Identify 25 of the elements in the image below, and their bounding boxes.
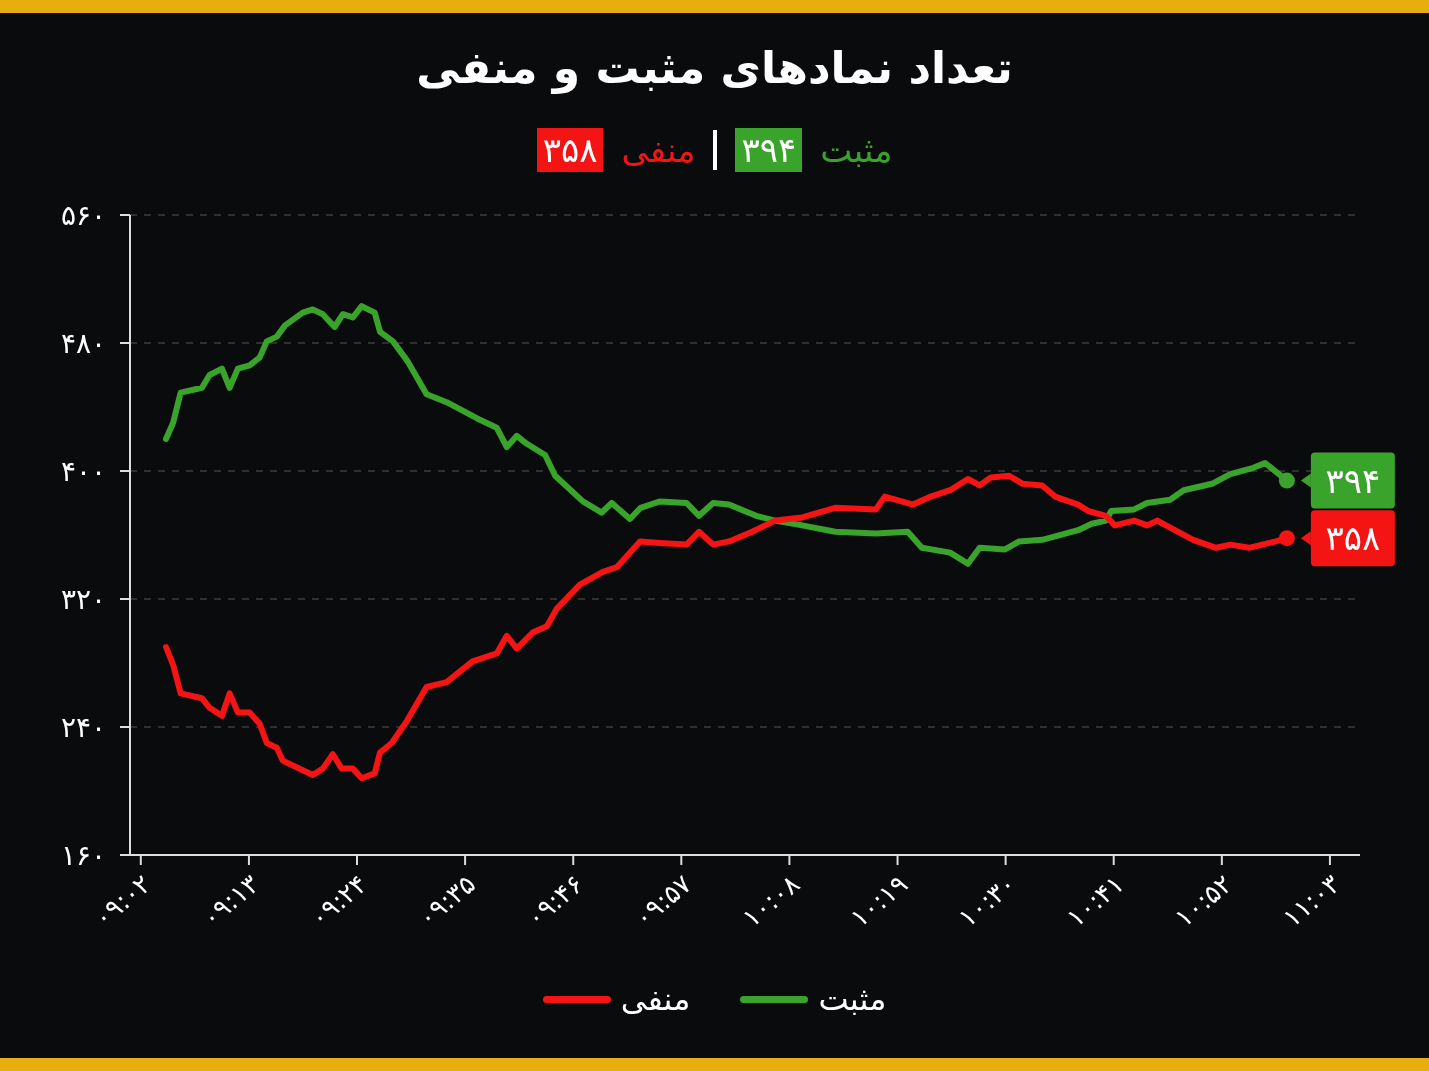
y-tick-label: ۲۴۰ — [60, 711, 106, 744]
data-label: ۳۹۴ — [1325, 460, 1381, 501]
x-tick-label: ۱۰:۱۹ — [844, 868, 914, 934]
y-tick-label: ۴۰۰ — [60, 455, 106, 488]
x-tick-label: ۰۹:۳۵ — [412, 868, 481, 934]
text: منفی — [621, 130, 696, 170]
chart-title: تعداد نمادهای مثبت و منفی — [415, 42, 1014, 93]
y-tick-label: ۳۲۰ — [60, 583, 106, 616]
x-tick-label: ۰۹:۱۳ — [196, 868, 265, 934]
text: ۳۹۴ — [741, 130, 797, 170]
y-tick-label: ۴۸۰ — [60, 327, 106, 360]
x-tick-label: ۰۹:۲۴ — [304, 868, 373, 934]
x-tick-label: ۰۹:۵۷ — [628, 868, 698, 934]
legend-label: منفی — [620, 980, 691, 1018]
text: مثبت — [818, 980, 887, 1018]
x-tick-label: ۰۹:۴۶ — [520, 868, 590, 934]
x-tick-label: ۱۰:۵۲ — [1168, 868, 1238, 934]
legend-label: مثبت — [820, 130, 893, 170]
x-tick-label: ۱۰:۳۰ — [952, 868, 1022, 934]
x-tick-label: ۱۱:۰۳ — [1277, 868, 1346, 934]
y-tick-label: ۵۶۰ — [60, 199, 106, 232]
x-tick-label: ۱۰:۰۸ — [736, 868, 806, 934]
x-tick-label: ۱۰:۴۱ — [1060, 868, 1130, 934]
text: ۳۵۸ — [542, 130, 598, 170]
data-label: ۳۵۸ — [1325, 518, 1381, 559]
